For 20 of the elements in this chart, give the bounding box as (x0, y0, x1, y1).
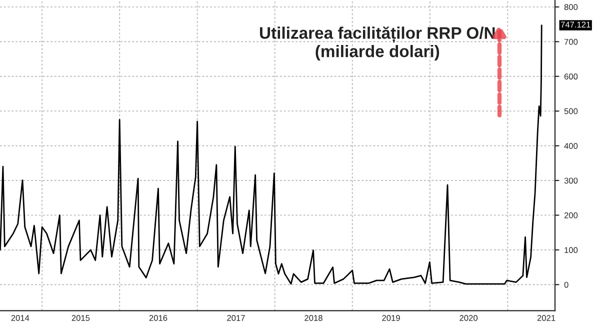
x-tick-label: 2016 (149, 315, 168, 321)
y-tick-label: 100 (564, 247, 578, 254)
y-tick-label: 300 (564, 178, 578, 184)
x-tick-label: 2015 (72, 315, 90, 321)
line-series (0, 24, 542, 285)
y-tick-label: 800 (564, 4, 578, 10)
y-tick-label: 400 (564, 142, 578, 149)
y-tick-label: 200 (564, 212, 578, 218)
text: Utilizarea facilităților RRP O/N (miliarde dolari) (260, 26, 495, 61)
x-tick-label: 2021 (537, 315, 556, 321)
x-tick-label: 2019 (382, 315, 400, 321)
y-tick-label: 600 (564, 74, 578, 80)
y-tick-label: 0 (564, 282, 568, 288)
x-tick-label: 2017 (227, 315, 245, 321)
y-tick-label: 700 (564, 38, 578, 45)
annotation: 747.121 (560, 22, 590, 28)
y-tick-label: 500 (564, 108, 578, 114)
x-tick-label: 2020 (460, 315, 478, 321)
x-tick-label: 2018 (304, 315, 322, 321)
x-tick-label: 2014 (11, 315, 30, 321)
